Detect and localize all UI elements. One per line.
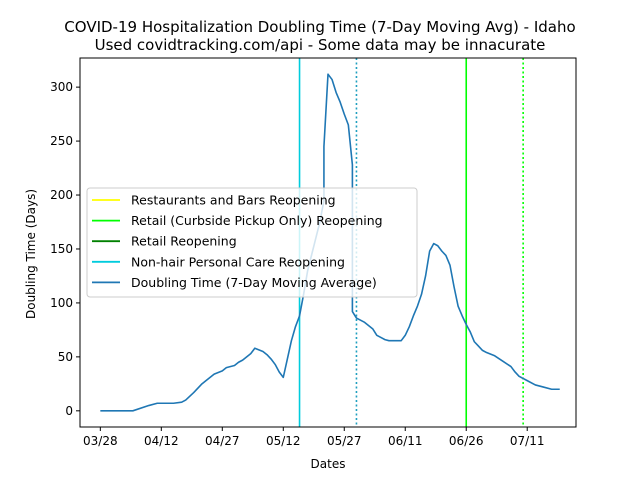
- y-tick-label: 300: [50, 80, 73, 94]
- plot-frame: [79, 57, 577, 428]
- legend: Restaurants and Bars Reopening Retail (Cu…: [86, 187, 418, 298]
- chart-subtitle: Used covidtracking.com/api - Some data m…: [95, 36, 546, 54]
- series-line-1: [100, 73, 560, 412]
- x-tick-label: 04/12: [144, 434, 179, 448]
- y-axis-label: Doubling Time (Days): [24, 189, 38, 319]
- x-tick-label: 07/11: [510, 434, 545, 448]
- legend-label: Doubling Time (7-Day Moving Average): [131, 275, 377, 290]
- x-tick-label: 06/11: [388, 434, 423, 448]
- x-axis-label: Dates: [311, 457, 346, 471]
- y-tick-label: 50: [58, 350, 73, 364]
- legend-box: [86, 187, 418, 298]
- chart-title: COVID-19 Hospitalization Doubling Time (…: [64, 18, 575, 36]
- x-tick-label: 05/12: [266, 434, 301, 448]
- x-tick-label: 05/27: [327, 434, 362, 448]
- x-tick-label: 04/27: [205, 434, 240, 448]
- y-tick-label: 100: [50, 296, 73, 310]
- x-tick-label: 03/28: [83, 434, 118, 448]
- y-tick-label: 150: [50, 242, 73, 256]
- x-tick-label: 06/26: [449, 434, 484, 448]
- y-tick-label: 200: [50, 188, 73, 202]
- y-tick-label: 0: [65, 404, 73, 418]
- legend-label: Non-hair Personal Care Reopening: [131, 254, 345, 269]
- legend-label: Retail Reopening: [131, 234, 237, 249]
- legend-label: Retail (Curbside Pickup Only) Reopening: [131, 213, 383, 228]
- legend-label: Restaurants and Bars Reopening: [131, 193, 336, 208]
- axes: 03/28 04/12 04/27 05/12 05/27 06/11 06/26 07/11…: [50, 57, 577, 448]
- y-tick-label: 250: [50, 134, 73, 148]
